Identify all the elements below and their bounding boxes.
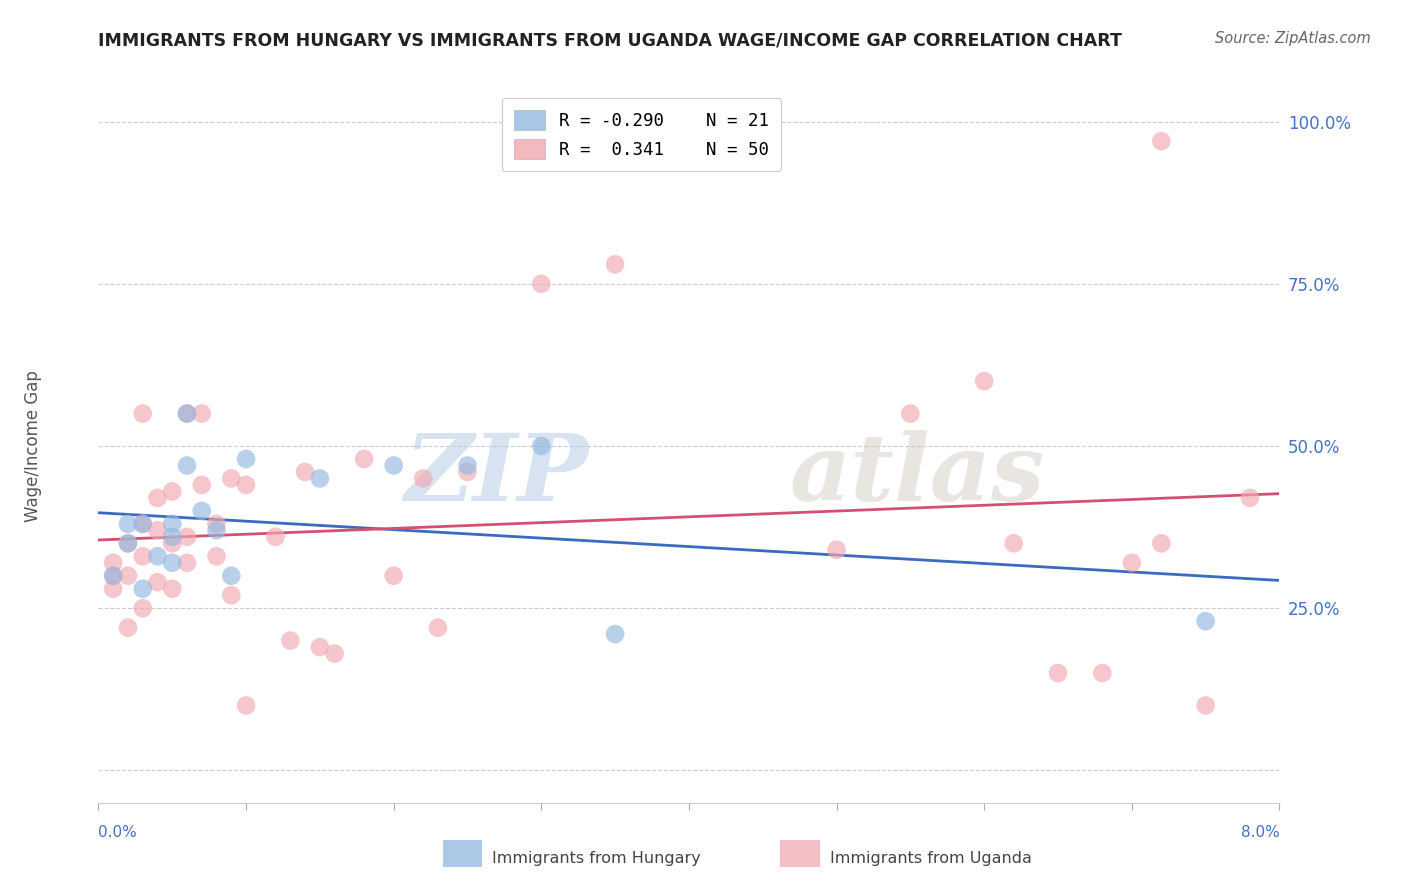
Point xyxy=(162,516,183,531)
Point xyxy=(323,647,346,661)
Point xyxy=(162,582,183,596)
Point xyxy=(205,524,228,538)
Point xyxy=(456,465,478,479)
Point xyxy=(162,536,183,550)
Point xyxy=(1150,536,1173,550)
Point xyxy=(176,556,198,570)
Point xyxy=(191,504,214,518)
Point xyxy=(132,601,155,615)
Point xyxy=(264,530,287,544)
Point xyxy=(132,407,155,421)
Point xyxy=(278,633,302,648)
Point xyxy=(219,568,242,582)
Point xyxy=(117,516,139,531)
Point xyxy=(103,568,125,582)
Point xyxy=(605,257,627,271)
Point xyxy=(308,471,332,485)
Point xyxy=(1194,614,1216,628)
Text: Wage/Income Gap: Wage/Income Gap xyxy=(24,370,42,522)
Text: Immigrants from Hungary: Immigrants from Hungary xyxy=(492,851,700,865)
Point xyxy=(162,556,183,570)
Point xyxy=(235,478,257,492)
Point xyxy=(176,407,198,421)
Point xyxy=(605,627,627,641)
Point xyxy=(308,640,332,654)
Point xyxy=(132,582,155,596)
Point xyxy=(456,458,478,473)
Point xyxy=(1002,536,1025,550)
Point xyxy=(1239,491,1261,505)
Point xyxy=(132,549,155,564)
Point xyxy=(117,536,139,550)
Point xyxy=(205,549,228,564)
Point xyxy=(176,407,198,421)
Point xyxy=(412,471,434,485)
Point xyxy=(219,588,242,602)
Point xyxy=(103,556,125,570)
Point xyxy=(117,621,139,635)
Text: Immigrants from Uganda: Immigrants from Uganda xyxy=(830,851,1032,865)
Point xyxy=(1046,666,1069,681)
Point xyxy=(103,582,125,596)
Point xyxy=(103,568,125,582)
Legend: R = -0.290    N = 21, R =  0.341    N = 50: R = -0.290 N = 21, R = 0.341 N = 50 xyxy=(502,98,782,171)
Point xyxy=(1121,556,1143,570)
Point xyxy=(1150,134,1173,148)
Point xyxy=(132,516,155,531)
Point xyxy=(176,530,198,544)
Point xyxy=(146,549,169,564)
Point xyxy=(132,516,155,531)
Point xyxy=(146,491,169,505)
Text: IMMIGRANTS FROM HUNGARY VS IMMIGRANTS FROM UGANDA WAGE/INCOME GAP CORRELATION CH: IMMIGRANTS FROM HUNGARY VS IMMIGRANTS FR… xyxy=(98,31,1122,49)
Point xyxy=(382,568,405,582)
Point xyxy=(1194,698,1216,713)
Point xyxy=(146,575,169,590)
Point xyxy=(382,458,405,473)
Text: 8.0%: 8.0% xyxy=(1240,825,1279,840)
Point xyxy=(1091,666,1114,681)
Point xyxy=(235,452,257,467)
Point xyxy=(235,698,257,713)
Text: ZIP: ZIP xyxy=(405,430,589,519)
Point xyxy=(146,524,169,538)
Text: Source: ZipAtlas.com: Source: ZipAtlas.com xyxy=(1215,31,1371,46)
Point xyxy=(162,530,183,544)
Point xyxy=(426,621,449,635)
Point xyxy=(353,452,375,467)
Point xyxy=(176,458,198,473)
Point xyxy=(191,407,214,421)
Point xyxy=(219,471,242,485)
Point xyxy=(825,542,848,557)
Point xyxy=(205,516,228,531)
Point xyxy=(162,484,183,499)
Text: 0.0%: 0.0% xyxy=(98,825,138,840)
Point xyxy=(294,465,316,479)
Point xyxy=(117,536,139,550)
Point xyxy=(191,478,214,492)
Point xyxy=(973,374,995,388)
Point xyxy=(117,568,139,582)
Text: atlas: atlas xyxy=(789,430,1045,519)
Point xyxy=(530,277,553,291)
Point xyxy=(530,439,553,453)
Point xyxy=(900,407,922,421)
